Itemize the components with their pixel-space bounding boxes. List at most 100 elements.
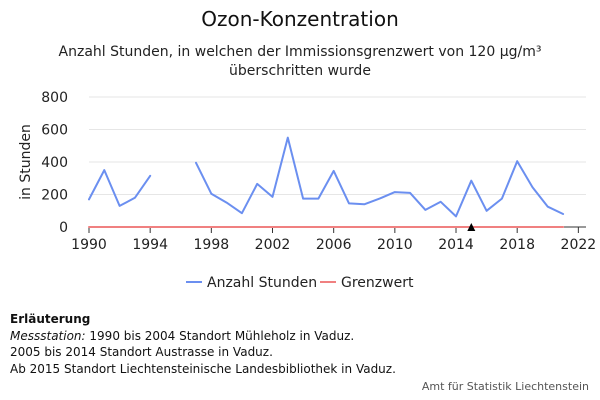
triangle-marker <box>467 223 476 231</box>
y-axis-label: in Stunden <box>18 124 34 200</box>
data-point <box>450 221 462 233</box>
data-point <box>282 132 294 144</box>
series-line-anzahl-stunden <box>88 136 565 218</box>
data-point <box>267 221 279 233</box>
x-tick-label: 1998 <box>194 237 230 253</box>
chart-title: Ozon-Konzentration <box>201 7 399 31</box>
x-tick-label: 2006 <box>316 237 352 253</box>
data-point <box>358 221 370 233</box>
data-point <box>450 210 462 222</box>
data-point <box>358 198 370 210</box>
legend-label: Grenzwert <box>341 275 414 291</box>
data-point <box>435 221 447 233</box>
data-point <box>389 221 401 233</box>
data-point <box>496 221 508 233</box>
y-tick-label: 200 <box>41 188 68 204</box>
x-tick-label: 1994 <box>132 237 168 253</box>
data-point <box>297 193 309 205</box>
data-point <box>343 197 355 209</box>
data-point <box>83 221 95 233</box>
data-point <box>221 197 233 209</box>
data-point <box>83 193 95 205</box>
x-tick-label: 2022 <box>561 237 597 253</box>
data-point <box>343 221 355 233</box>
data-point <box>542 221 554 233</box>
notes-line-1: Messstation: 1990 bis 2004 Standort Mühl… <box>10 328 396 345</box>
data-point <box>557 221 569 233</box>
explanation-notes: Erläuterung Messstation: 1990 bis 2004 S… <box>10 311 396 377</box>
data-point <box>144 221 156 233</box>
data-point <box>481 205 493 217</box>
subtitle-line-1: Anzahl Stunden, in welchen der Immission… <box>58 44 542 60</box>
data-point <box>98 221 110 233</box>
data-point <box>496 193 508 205</box>
x-tick-label: 2010 <box>377 237 413 253</box>
data-point <box>190 221 202 233</box>
data-point <box>419 204 431 216</box>
x-tick-label: 2018 <box>499 237 535 253</box>
legend-item[interactable]: Anzahl Stunden <box>186 275 317 291</box>
data-point <box>175 221 187 233</box>
data-point <box>129 221 141 233</box>
data-point <box>251 178 263 190</box>
data-point <box>481 221 493 233</box>
data-point <box>328 165 340 177</box>
data-point <box>190 157 202 169</box>
data-point <box>404 221 416 233</box>
y-tick-label: 600 <box>41 123 68 139</box>
notes-line-1-label: Messstation: <box>10 328 86 343</box>
data-point <box>129 192 141 204</box>
data-point <box>312 221 324 233</box>
notes-heading: Erläuterung <box>10 312 91 326</box>
notes-line-3: Ab 2015 Standort Liechtensteinische Land… <box>10 361 396 376</box>
data-point <box>267 191 279 203</box>
data-point <box>374 193 386 205</box>
data-point <box>205 188 217 200</box>
data-point <box>251 221 263 233</box>
data-point <box>465 175 477 187</box>
y-tick-label: 0 <box>59 220 68 236</box>
chart-subtitle: Anzahl Stunden, in welchen der Immission… <box>0 43 600 81</box>
notes-line-2: 2005 bis 2014 Standort Austrasse in Vadu… <box>10 345 273 359</box>
x-tick-label: 1990 <box>71 237 107 253</box>
data-point <box>159 221 171 233</box>
data-point <box>205 221 217 233</box>
annotations <box>467 223 476 231</box>
data-point <box>312 193 324 205</box>
source-credit: Amt für Statistik Liechtenstein <box>421 380 589 393</box>
data-point <box>114 221 126 233</box>
y-tick-label: 400 <box>41 155 68 171</box>
data-point <box>511 155 523 167</box>
data-point <box>144 170 156 182</box>
y-tick-labels: 0 200 400 600 800 <box>41 90 68 236</box>
data-point <box>374 221 386 233</box>
legend-item[interactable]: Grenzwert <box>320 275 414 291</box>
data-point <box>526 221 538 233</box>
data-point <box>389 186 401 198</box>
data-point <box>98 164 110 176</box>
x-tick-label: 2014 <box>438 237 474 253</box>
series-group <box>83 132 569 233</box>
data-point <box>282 221 294 233</box>
subtitle-line-2: überschritten wurde <box>229 63 371 79</box>
legend: Anzahl Stunden Grenzwert <box>186 275 414 291</box>
data-point <box>404 187 416 199</box>
data-point <box>435 196 447 208</box>
y-tick-label: 800 <box>41 90 68 106</box>
data-point <box>328 221 340 233</box>
notes-line-1-text: 1990 bis 2004 Standort Mühleholz in Vadu… <box>85 328 355 343</box>
x-tick-label: 2002 <box>255 237 291 253</box>
data-point <box>542 201 554 213</box>
data-point <box>236 221 248 233</box>
data-point <box>236 207 248 219</box>
data-point <box>526 181 538 193</box>
grid-lines <box>89 96 586 195</box>
data-point <box>511 221 523 233</box>
data-point <box>114 200 126 212</box>
data-point <box>297 221 309 233</box>
legend-label: Anzahl Stunden <box>207 275 317 291</box>
data-point <box>557 208 569 220</box>
data-point <box>419 221 431 233</box>
data-point <box>221 221 233 233</box>
line-chart: 0 200 400 600 800 1990 1994 1998 2002 2006 2010 20… <box>18 90 597 291</box>
